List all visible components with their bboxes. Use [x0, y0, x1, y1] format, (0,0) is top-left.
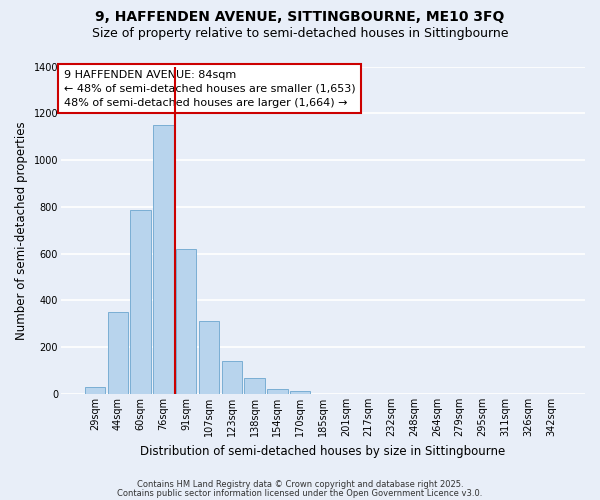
Text: Contains HM Land Registry data © Crown copyright and database right 2025.: Contains HM Land Registry data © Crown c… [137, 480, 463, 489]
Text: Contains public sector information licensed under the Open Government Licence v3: Contains public sector information licen… [118, 488, 482, 498]
Bar [107, 312, 128, 394]
Bar [85, 387, 105, 394]
Bar [267, 390, 287, 394]
X-axis label: Distribution of semi-detached houses by size in Sittingbourne: Distribution of semi-detached houses by … [140, 444, 506, 458]
Bar [153, 125, 173, 394]
Text: 9, HAFFENDEN AVENUE, SITTINGBOURNE, ME10 3FQ: 9, HAFFENDEN AVENUE, SITTINGBOURNE, ME10… [95, 10, 505, 24]
Bar [290, 390, 310, 394]
Y-axis label: Number of semi-detached properties: Number of semi-detached properties [15, 121, 28, 340]
Bar [199, 322, 219, 394]
Text: Size of property relative to semi-detached houses in Sittingbourne: Size of property relative to semi-detach… [92, 28, 508, 40]
Text: 9 HAFFENDEN AVENUE: 84sqm
← 48% of semi-detached houses are smaller (1,653)
48% : 9 HAFFENDEN AVENUE: 84sqm ← 48% of semi-… [64, 70, 355, 108]
Bar [176, 249, 196, 394]
Bar [221, 362, 242, 394]
Bar [130, 210, 151, 394]
Bar [244, 378, 265, 394]
